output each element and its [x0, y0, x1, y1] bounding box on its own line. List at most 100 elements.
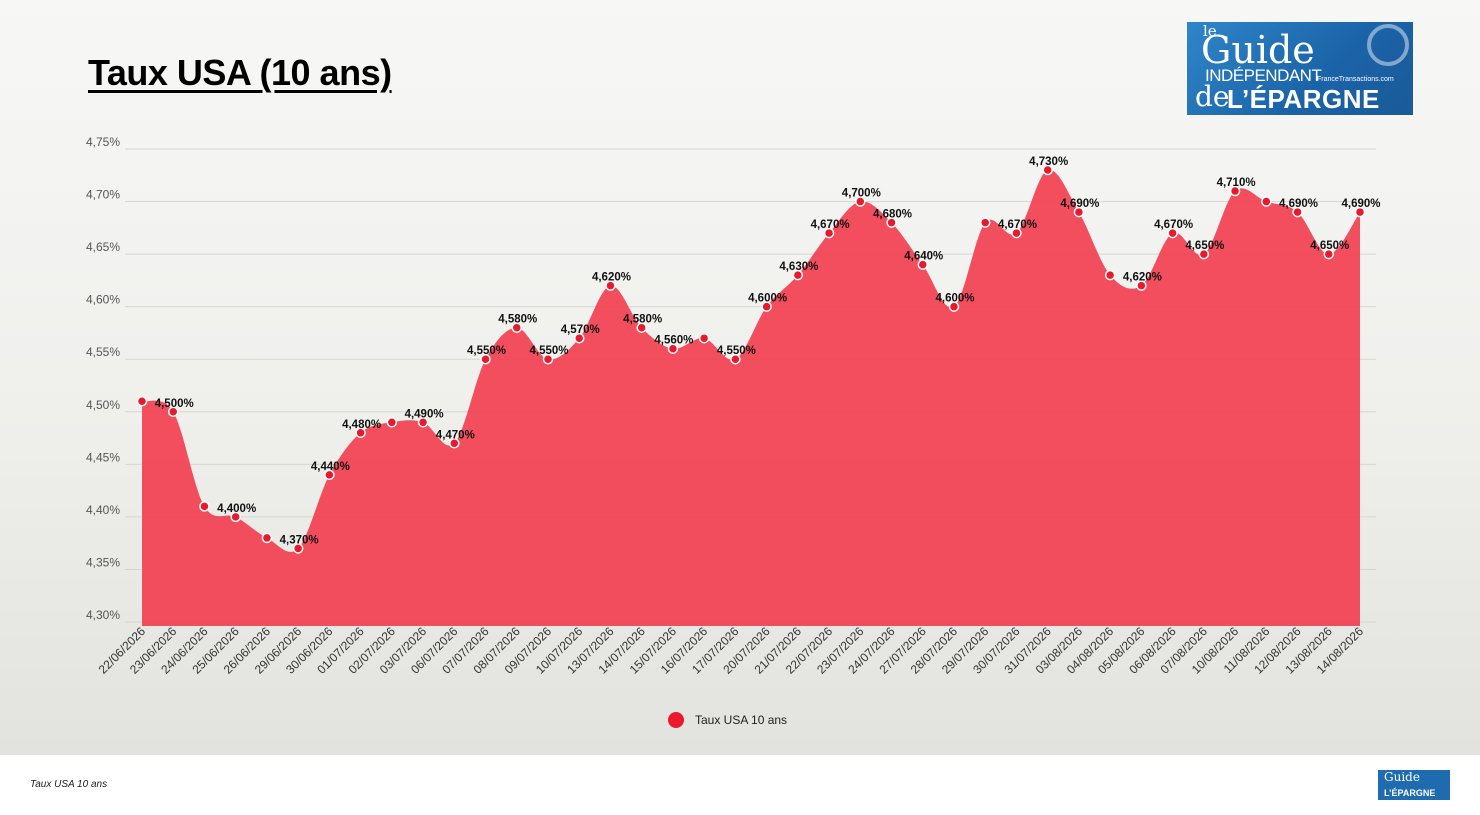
data-label: 4,570%: [561, 324, 600, 336]
y-tick-label: 4,35%: [86, 555, 120, 569]
data-point: [1104, 269, 1116, 281]
logo-text-epargne: L’ÉPARGNE: [1227, 84, 1380, 114]
data-label: 4,600%: [935, 293, 974, 305]
y-tick-label: 4,50%: [86, 398, 120, 412]
data-label: 4,490%: [405, 408, 444, 420]
data-label: 4,400%: [217, 503, 256, 515]
data-label: 4,630%: [779, 261, 818, 273]
data-point: [480, 353, 491, 365]
data-label: 4,560%: [654, 335, 693, 347]
data-label: 4,550%: [529, 345, 568, 357]
data-label: 4,580%: [623, 314, 662, 326]
data-label: 4,670%: [811, 219, 850, 231]
data-point: [1354, 206, 1366, 218]
data-point: [917, 259, 929, 270]
y-tick-label: 4,55%: [86, 345, 120, 359]
mini-logo-epargne: L’ÉPARGNE: [1384, 788, 1436, 798]
point-layer: [136, 164, 1366, 554]
data-label: 4,710%: [1217, 177, 1256, 189]
data-point: [1323, 248, 1335, 260]
data-point: [886, 217, 897, 228]
data-point: [511, 322, 523, 333]
data-label: 4,730%: [1029, 156, 1068, 168]
data-label: 4,680%: [873, 209, 912, 221]
label-layer: 4,500% 4,400% 4,370% 4,440% 4,480% 4,490% 4,47…: [155, 156, 1381, 546]
logo-ring: [1367, 24, 1409, 66]
y-tick-label: 4,70%: [86, 188, 120, 202]
data-point: [1073, 206, 1085, 218]
data-label: 4,670%: [1154, 219, 1193, 231]
y-tick-label: 4,40%: [86, 503, 120, 517]
data-label: 4,640%: [904, 251, 943, 263]
data-label: 4,650%: [1310, 240, 1349, 252]
data-label: 4,480%: [342, 419, 381, 431]
data-label: 4,550%: [467, 345, 506, 357]
data-point: [1011, 227, 1022, 239]
data-point: [855, 196, 866, 207]
data-label: 4,690%: [1060, 198, 1099, 210]
data-label: 4,580%: [498, 314, 537, 326]
data-point: [292, 543, 304, 554]
data-label: 4,690%: [1279, 198, 1318, 210]
data-point: [792, 269, 804, 281]
guide-epargne-logo: le Guide INDÉPENDANT de L’ÉPARGNE France…: [1187, 22, 1413, 115]
data-point: [636, 322, 647, 333]
legend-label: Taux USA 10 ans: [695, 713, 788, 727]
area-layer: [142, 169, 1360, 626]
data-point: [199, 501, 210, 512]
data-point: [698, 332, 710, 344]
series-area: [142, 169, 1360, 626]
data-point: [542, 353, 554, 365]
data-label: 4,700%: [842, 188, 881, 200]
data-point: [136, 396, 148, 407]
y-tick-label: 4,60%: [86, 293, 120, 307]
logo-text-independant: INDÉPENDANT: [1205, 66, 1322, 85]
mini-logo-guide: Guide: [1384, 770, 1420, 784]
logo-text-de: de: [1195, 80, 1230, 113]
data-label: 4,550%: [717, 345, 756, 357]
y-tick-label: 4,65%: [86, 240, 120, 254]
data-point: [573, 332, 585, 344]
data-point: [1229, 185, 1241, 197]
logo-text-site: FranceTransactions.com: [1317, 76, 1394, 83]
data-point: [386, 417, 398, 428]
logo-text-guide: Guide: [1201, 28, 1315, 72]
page-title: Taux USA (10 ans): [88, 52, 392, 93]
y-tick-label: 4,75%: [86, 135, 120, 149]
data-point: [1167, 227, 1178, 239]
data-point: [979, 217, 991, 228]
data-point: [1136, 280, 1147, 291]
y-tick-label: 4,30%: [86, 608, 120, 622]
data-point: [1198, 248, 1210, 260]
source-note: Taux USA 10 ans: [30, 779, 108, 790]
data-point: [417, 417, 429, 428]
data-label: 4,600%: [748, 293, 787, 305]
data-point: [167, 406, 179, 418]
data-point: [761, 301, 772, 312]
data-label: 4,620%: [592, 272, 631, 284]
data-point: [324, 469, 335, 481]
data-point: [605, 280, 616, 291]
data-point: [667, 343, 679, 354]
data-point: [230, 511, 241, 523]
data-point: [355, 427, 366, 439]
data-label: 4,470%: [436, 429, 475, 441]
data-point: [730, 353, 741, 365]
data-label: 4,500%: [155, 398, 194, 410]
logo-text-le: le: [1203, 22, 1217, 40]
legend-marker: [668, 712, 684, 728]
data-label: 4,620%: [1123, 272, 1162, 284]
data-point: [1042, 164, 1053, 176]
y-tick-label: 4,45%: [86, 450, 120, 464]
data-label: 4,370%: [280, 534, 319, 546]
data-label: 4,670%: [998, 219, 1037, 231]
rate-chart: 4,500% 4,400% 4,370% 4,440% 4,480% 4,490% 4,47…: [86, 135, 1381, 677]
data-point: [1261, 196, 1272, 207]
mini-logo: Guide L’ÉPARGNE: [1378, 770, 1450, 800]
data-point: [261, 532, 273, 544]
data-label: 4,440%: [311, 461, 350, 473]
data-label: 4,690%: [1341, 198, 1380, 210]
data-label: 4,650%: [1185, 240, 1224, 252]
data-point: [823, 227, 835, 239]
data-point: [449, 438, 460, 449]
